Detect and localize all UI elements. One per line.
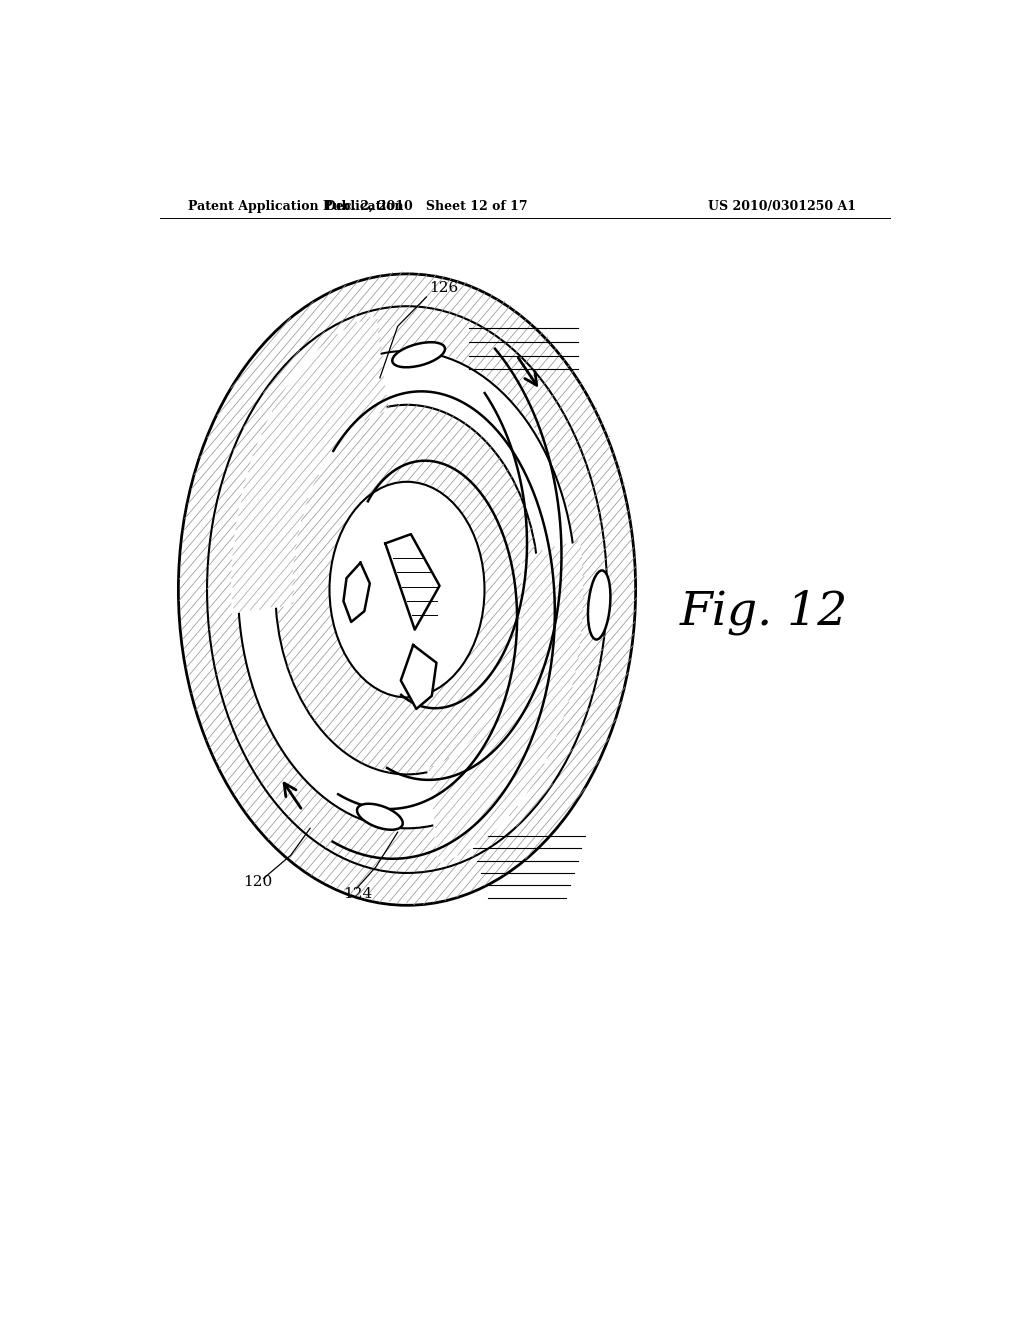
Text: Dec. 2, 2010   Sheet 12 of 17: Dec. 2, 2010 Sheet 12 of 17 [325, 199, 527, 213]
Text: Fig. 12: Fig. 12 [679, 590, 848, 635]
Ellipse shape [178, 275, 636, 906]
Polygon shape [231, 315, 387, 614]
Ellipse shape [207, 306, 607, 873]
Polygon shape [400, 645, 436, 709]
Text: 126: 126 [429, 281, 458, 294]
Text: US 2010/0301250 A1: US 2010/0301250 A1 [709, 199, 856, 213]
Text: 120: 120 [243, 875, 272, 890]
Polygon shape [385, 535, 439, 630]
Ellipse shape [275, 405, 539, 775]
Ellipse shape [357, 804, 402, 830]
Polygon shape [343, 562, 370, 622]
Polygon shape [427, 541, 583, 863]
Text: Patent Application Publication: Patent Application Publication [188, 199, 403, 213]
Ellipse shape [330, 482, 484, 697]
Ellipse shape [588, 570, 610, 639]
Ellipse shape [392, 342, 445, 367]
Text: 124: 124 [343, 887, 373, 900]
Ellipse shape [238, 351, 575, 829]
